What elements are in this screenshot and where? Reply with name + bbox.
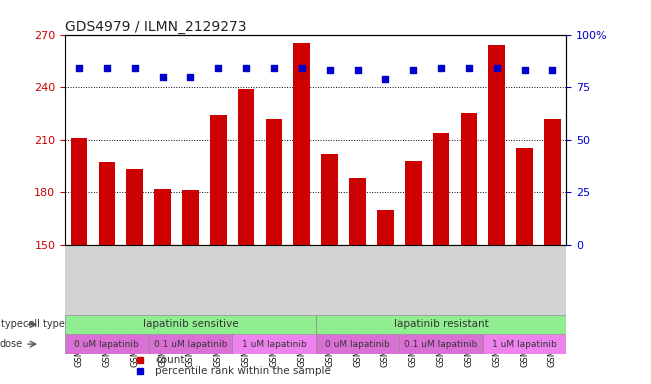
Text: lapatinib resistant: lapatinib resistant [394, 319, 488, 329]
Point [158, 73, 168, 79]
Point [74, 65, 84, 71]
Bar [377, 210, 394, 384]
Text: 0.1 uM lapatinib: 0.1 uM lapatinib [154, 339, 227, 349]
Text: GDS4979 / ILMN_2129273: GDS4979 / ILMN_2129273 [65, 20, 247, 33]
Bar [126, 169, 143, 384]
Point [213, 65, 223, 71]
Text: dose: dose [0, 339, 23, 349]
Point [130, 65, 140, 71]
Point [519, 67, 530, 73]
Point [436, 65, 447, 71]
Bar [516, 148, 533, 384]
Text: count: count [156, 355, 185, 365]
Bar [98, 162, 115, 384]
Text: 1 uM lapatinib: 1 uM lapatinib [242, 339, 307, 349]
Point [408, 67, 419, 73]
Point [269, 65, 279, 71]
Point [547, 67, 558, 73]
Text: 1 uM lapatinib: 1 uM lapatinib [492, 339, 557, 349]
Bar [154, 189, 171, 384]
Bar [232, 334, 316, 354]
Bar [65, 315, 316, 334]
Bar [322, 154, 338, 384]
Point [241, 65, 251, 71]
Text: percentile rank within the sample: percentile rank within the sample [156, 366, 331, 376]
Bar [460, 113, 477, 384]
Bar [544, 119, 561, 384]
Bar [210, 115, 227, 384]
Text: cell type: cell type [23, 319, 65, 329]
Point [492, 65, 502, 71]
Text: cell type: cell type [0, 319, 23, 329]
Bar [266, 119, 283, 384]
Point [464, 65, 474, 71]
Point [352, 67, 363, 73]
Bar [488, 45, 505, 384]
Bar [148, 334, 232, 354]
Point [297, 65, 307, 71]
Bar [349, 178, 366, 384]
Text: 0.1 uM lapatinib: 0.1 uM lapatinib [404, 339, 478, 349]
Bar [71, 138, 87, 384]
Bar [182, 190, 199, 384]
Bar [316, 334, 399, 354]
Point [380, 76, 391, 82]
Point [185, 73, 195, 79]
Text: 0 uM lapatinib: 0 uM lapatinib [74, 339, 139, 349]
Bar [294, 43, 310, 384]
Bar [65, 334, 148, 354]
Bar [405, 161, 422, 384]
Bar [433, 132, 449, 384]
Point [324, 67, 335, 73]
Bar [238, 89, 255, 384]
Bar [483, 334, 566, 354]
Text: lapatinib sensitive: lapatinib sensitive [143, 319, 238, 329]
Text: 0 uM lapatinib: 0 uM lapatinib [325, 339, 390, 349]
Bar [316, 315, 566, 334]
Point [102, 65, 112, 71]
Bar [399, 334, 483, 354]
